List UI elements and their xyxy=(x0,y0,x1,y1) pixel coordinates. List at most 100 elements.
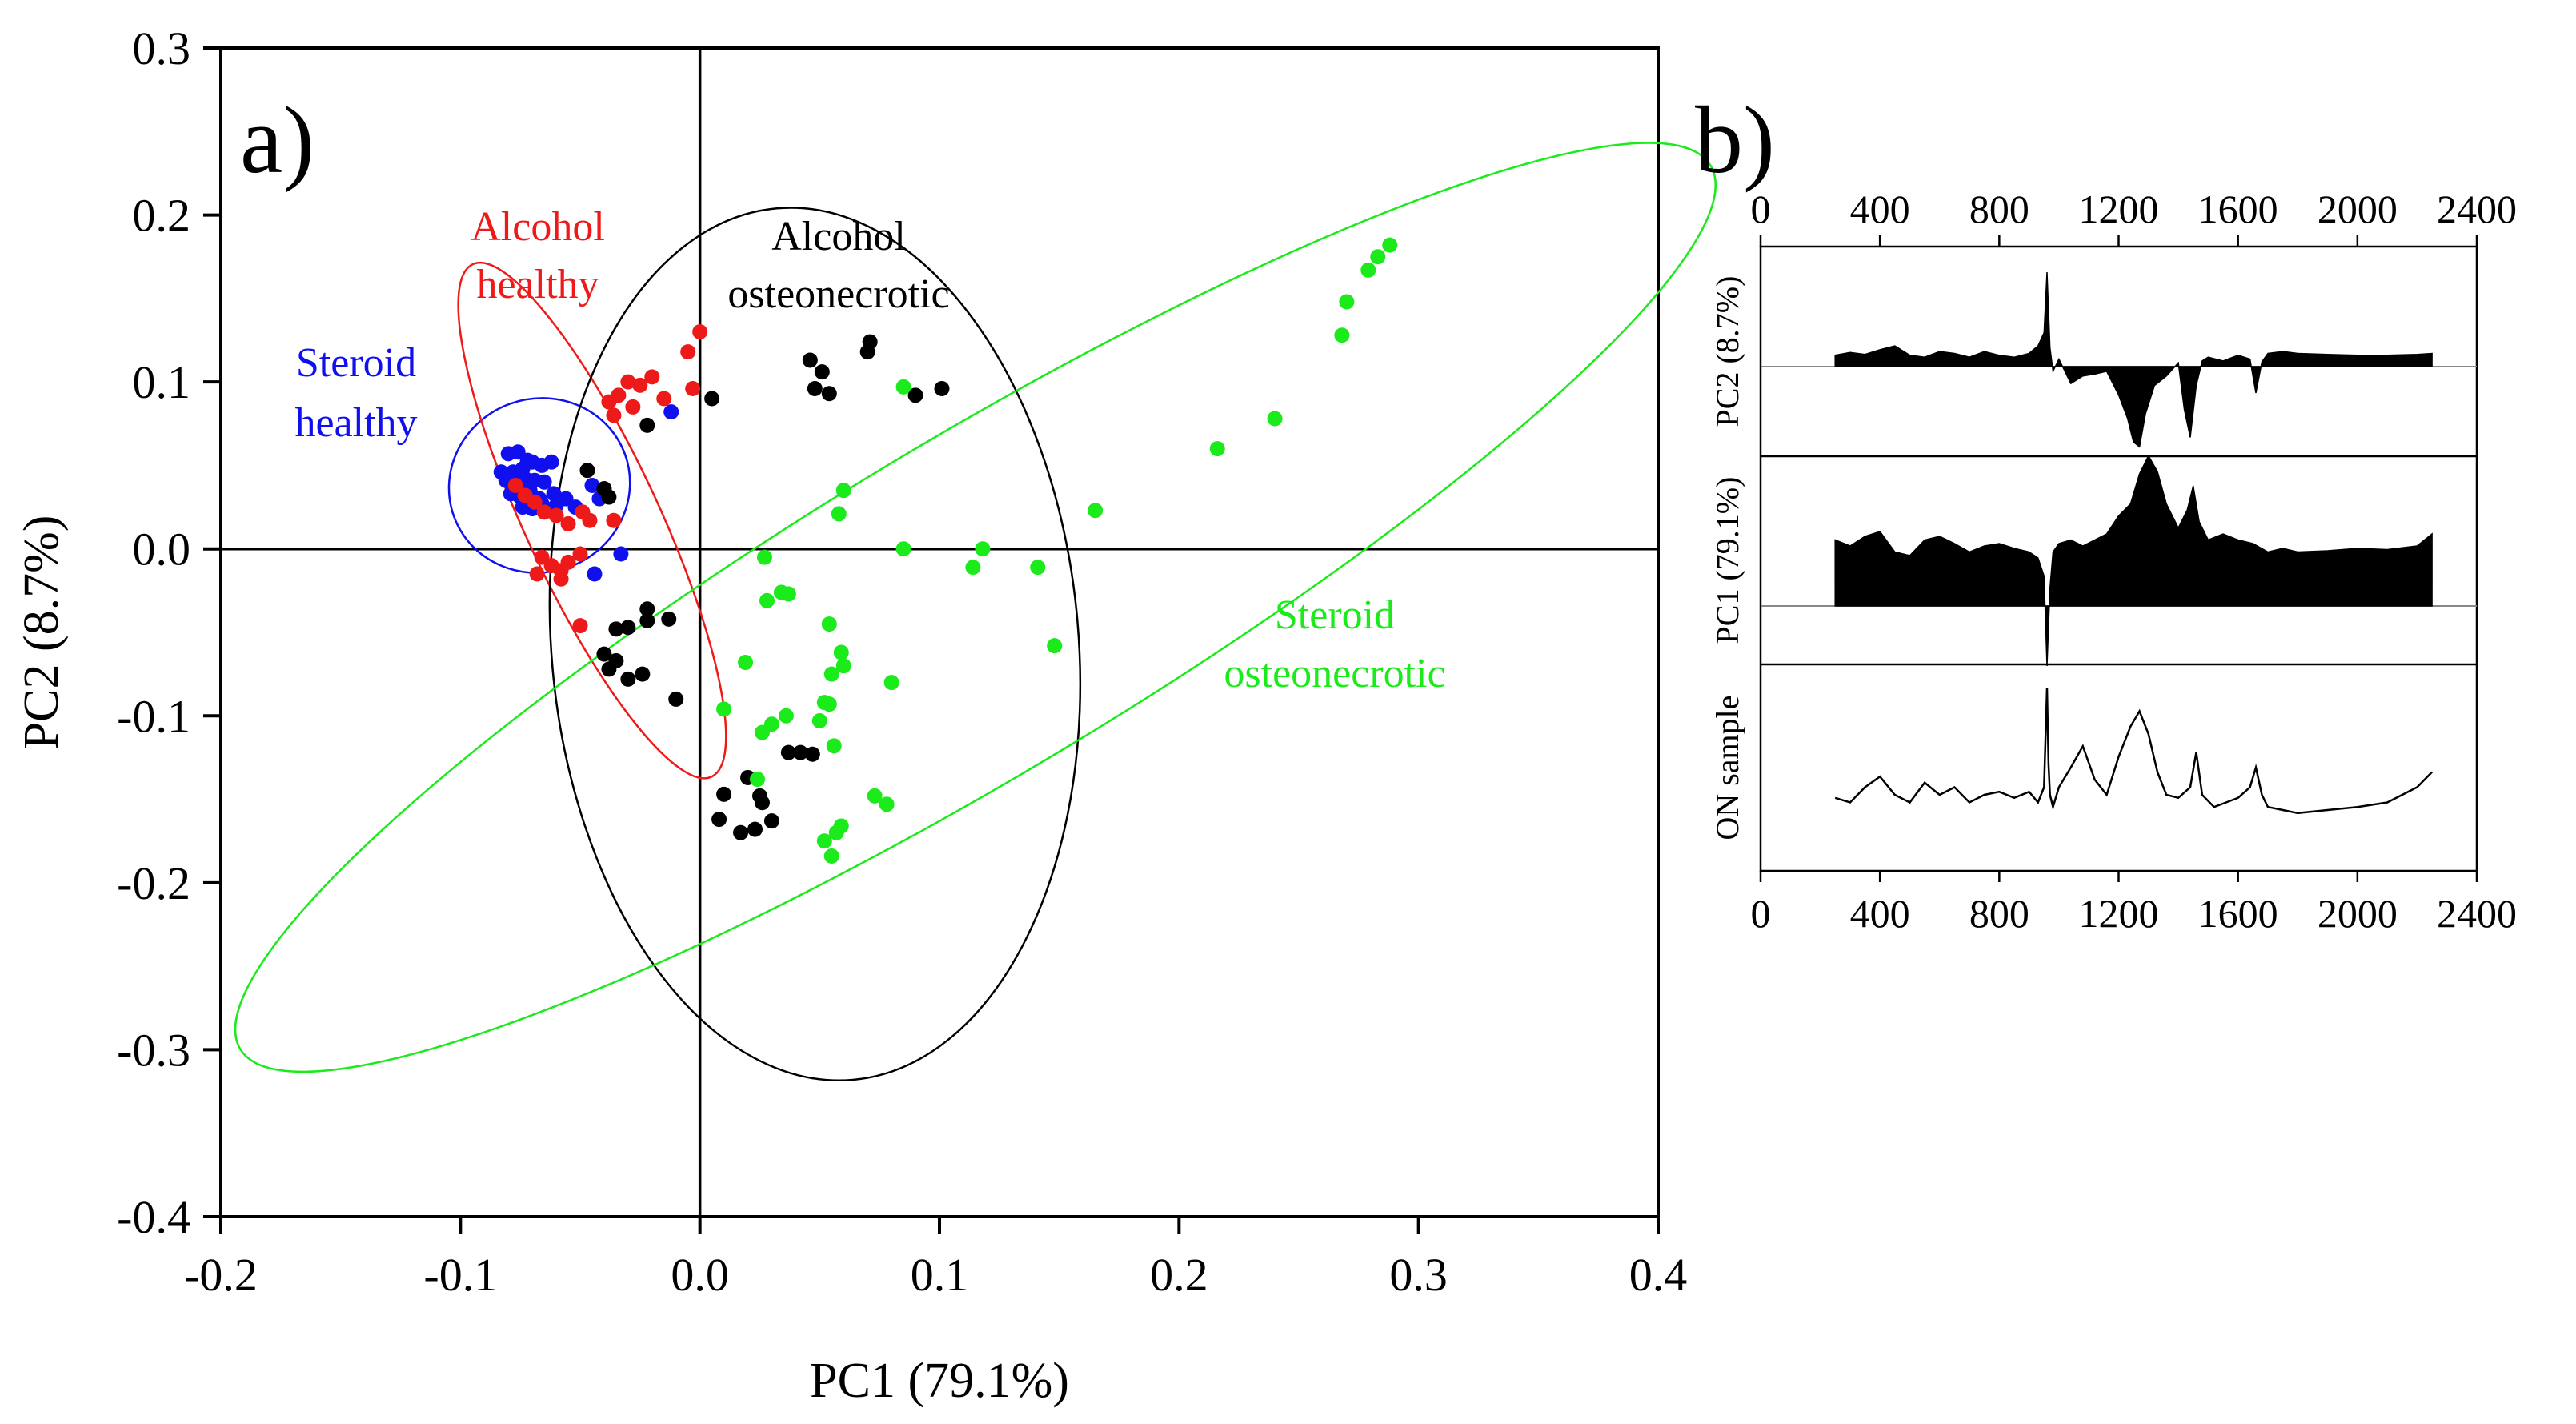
panel-a-scatter-plot: -0.2 -0.1 0.0 0.1 0.2 0.3 0.4 -0.4 -0.3 -0.2 -0.1… xyxy=(14,22,1717,1408)
spectrum-pc1-79-1 xyxy=(1834,454,2433,667)
y-tick-label: 0.1 xyxy=(133,356,191,408)
panel-a-zero-lines xyxy=(221,48,1658,1217)
point-alcohol-healthy xyxy=(632,377,648,393)
point-alcohol-osteonecrotic xyxy=(802,352,818,368)
point-alcohol-healthy xyxy=(644,369,660,385)
point-steroid-osteonecrotic xyxy=(895,541,911,557)
y-tick-label: 0.3 xyxy=(133,22,191,74)
bottom-x-tick-label: 400 xyxy=(1850,891,1910,936)
y-tick-label: -0.1 xyxy=(117,690,190,742)
point-alcohol-healthy xyxy=(606,512,622,528)
point-steroid-osteonecrotic xyxy=(778,708,794,724)
label-alcohol-healthy-line2: healthy xyxy=(476,262,599,307)
point-alcohol-healthy xyxy=(529,566,545,582)
point-steroid-osteonecrotic xyxy=(750,772,766,788)
point-steroid-osteonecrotic xyxy=(867,788,883,804)
point-steroid-osteonecrotic xyxy=(895,379,911,395)
x-tick-label: 0.2 xyxy=(1150,1249,1208,1301)
point-alcohol-healthy xyxy=(572,618,588,634)
point-alcohol-osteonecrotic xyxy=(747,821,763,837)
point-steroid-osteonecrotic xyxy=(811,713,827,729)
point-alcohol-osteonecrotic xyxy=(716,786,732,802)
label-steroid-osteonecrotic-line2: osteonecrotic xyxy=(1224,651,1445,696)
top-x-tick-label: 1600 xyxy=(2198,187,2278,231)
x-tick-label: 0.4 xyxy=(1629,1249,1688,1301)
y-tick-label: 0.2 xyxy=(133,190,191,242)
point-steroid-osteonecrotic xyxy=(823,666,839,682)
point-alcohol-osteonecrotic xyxy=(907,387,923,403)
point-steroid-osteonecrotic xyxy=(1209,441,1225,457)
y-tick-label: -0.2 xyxy=(117,857,190,909)
point-alcohol-osteonecrotic xyxy=(608,621,624,637)
point-steroid-osteonecrotic xyxy=(1370,249,1386,265)
point-alcohol-healthy xyxy=(680,344,696,360)
point-alcohol-healthy xyxy=(601,394,617,410)
point-steroid-osteonecrotic xyxy=(780,586,796,602)
point-alcohol-osteonecrotic xyxy=(792,744,808,760)
label-alcohol-osteonecrotic-line1: Alcohol xyxy=(771,214,906,259)
ellipse-steroid-osteonecrotic xyxy=(234,142,1717,1073)
point-steroid-osteonecrotic xyxy=(1360,262,1376,278)
point-alcohol-osteonecrotic xyxy=(620,671,636,687)
point-alcohol-healthy xyxy=(548,507,564,523)
point-alcohol-osteonecrotic xyxy=(661,611,677,627)
point-steroid-osteonecrotic xyxy=(1030,560,1046,576)
point-alcohol-osteonecrotic xyxy=(711,812,727,828)
point-alcohol-osteonecrotic xyxy=(754,795,770,811)
x-tick-label: 0.0 xyxy=(671,1249,729,1301)
point-steroid-osteonecrotic xyxy=(816,695,832,711)
point-alcohol-osteonecrotic xyxy=(596,646,612,662)
point-steroid-osteonecrotic xyxy=(833,644,849,660)
point-alcohol-osteonecrotic xyxy=(804,746,820,762)
point-steroid-healthy xyxy=(663,404,679,420)
point-alcohol-osteonecrotic xyxy=(814,364,830,380)
point-steroid-healthy xyxy=(546,486,562,502)
bottom-x-tick-label: 0 xyxy=(1751,891,1771,936)
point-alcohol-healthy xyxy=(606,407,622,423)
point-alcohol-healthy xyxy=(507,477,523,493)
x-tick-label: -0.2 xyxy=(184,1249,258,1301)
panel-b-spectra: b) 0 400 800 1200 1600 2000 2400 0 400 800 1200 16… xyxy=(1695,86,2517,936)
point-alcohol-osteonecrotic xyxy=(620,620,636,636)
point-steroid-osteonecrotic xyxy=(756,549,772,565)
point-steroid-osteonecrotic xyxy=(1339,294,1355,310)
panel-a-data-points xyxy=(493,237,1398,864)
point-steroid-osteonecrotic xyxy=(831,506,847,522)
top-x-tick-label: 2000 xyxy=(2318,187,2398,231)
point-steroid-osteonecrotic xyxy=(879,796,895,812)
point-alcohol-healthy xyxy=(656,391,672,407)
spectrum-pc2-8-7 xyxy=(1834,271,2433,448)
y-tick-label: -0.4 xyxy=(117,1191,190,1243)
top-x-tick-label: 0 xyxy=(1751,187,1771,231)
point-steroid-osteonecrotic xyxy=(1267,411,1283,427)
point-alcohol-osteonecrotic xyxy=(704,391,720,407)
panel-b-label-on-sample: ON sample xyxy=(1709,695,1745,840)
label-alcohol-healthy: Alcohol healthy xyxy=(471,204,605,307)
point-alcohol-healthy xyxy=(625,399,641,415)
panel-a-y-axis-title: PC2 (8.7%) xyxy=(14,515,69,750)
point-alcohol-healthy xyxy=(560,554,576,570)
point-steroid-osteonecrotic xyxy=(965,560,981,576)
point-alcohol-osteonecrotic xyxy=(601,489,617,505)
point-alcohol-osteonecrotic xyxy=(934,380,950,396)
point-alcohol-healthy xyxy=(685,380,701,396)
point-alcohol-healthy xyxy=(536,504,552,520)
point-steroid-healthy xyxy=(587,566,603,582)
point-steroid-healthy xyxy=(543,454,559,470)
point-steroid-osteonecrotic xyxy=(1334,327,1350,343)
bottom-x-tick-label: 1600 xyxy=(2198,891,2278,936)
x-tick-label: 0.3 xyxy=(1389,1249,1448,1301)
panel-a-plot-frame xyxy=(219,46,1660,1218)
point-alcohol-healthy xyxy=(553,571,569,587)
point-steroid-osteonecrotic xyxy=(835,658,851,674)
label-alcohol-healthy-line1: Alcohol xyxy=(471,204,605,250)
point-alcohol-osteonecrotic xyxy=(668,691,684,707)
point-alcohol-healthy xyxy=(692,324,708,340)
panel-a-x-axis-title: PC1 (79.1%) xyxy=(810,1354,1069,1408)
panel-a-y-axis-ticks: -0.4 -0.3 -0.2 -0.1 0.0 0.1 0.2 0.3 xyxy=(117,22,221,1243)
panel-a-label: a) xyxy=(240,86,314,193)
point-alcohol-osteonecrotic xyxy=(639,417,655,433)
point-steroid-osteonecrotic xyxy=(828,824,844,840)
label-alcohol-osteonecrotic-line2: osteonecrotic xyxy=(727,271,949,317)
